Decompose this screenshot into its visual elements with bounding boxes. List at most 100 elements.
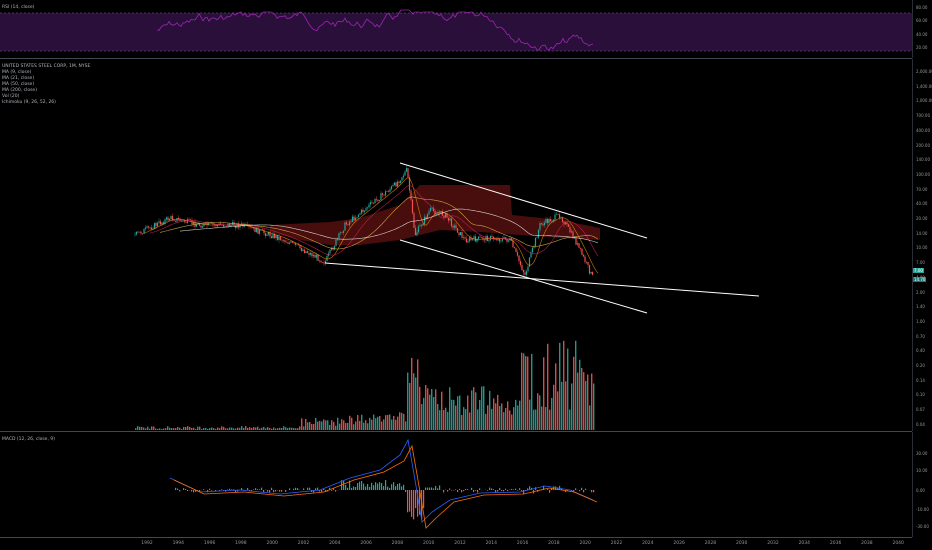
- volume-bar: [467, 395, 469, 430]
- rsi-price-axis[interactable]: 80.00 60.00 40.00 20.00: [912, 0, 932, 58]
- candle-body: [276, 235, 279, 240]
- candle-body: [218, 223, 220, 225]
- macd-histogram-bar: [233, 489, 235, 490]
- volume-bar: [463, 407, 465, 430]
- candle-body: [380, 193, 382, 201]
- candle-body: [381, 193, 384, 195]
- volume-bar: [365, 420, 367, 430]
- volume-bar: [179, 427, 181, 430]
- volume-bar: [431, 388, 433, 430]
- volume-bar: [359, 420, 361, 430]
- indicator-volume[interactable]: Vol (20): [2, 94, 20, 99]
- macd-histogram-bar: [365, 486, 367, 490]
- candle-body: [470, 237, 472, 240]
- candle-body: [222, 224, 225, 227]
- price-tick: 0.20: [916, 363, 925, 368]
- macd-price-axis[interactable]: 30.00 10.00 0.00 -10.00 -30.00: [912, 432, 932, 537]
- macd-tick: -30.00: [916, 524, 929, 529]
- candle-body: [174, 221, 177, 222]
- candle-body: [573, 237, 576, 239]
- macd-histogram-bar: [195, 490, 197, 492]
- time-axis[interactable]: 1992 1994 1996 1998 2000 2002 2004 2006 2008 2010…: [0, 538, 932, 550]
- volume-bar: [279, 427, 281, 430]
- candle-body: [270, 236, 273, 239]
- volume-bar: [427, 388, 429, 430]
- candle-body: [150, 227, 153, 230]
- candle-body: [279, 236, 282, 240]
- candle-body: [168, 218, 171, 221]
- candle-body: [539, 223, 541, 230]
- volume-bar: [303, 426, 305, 430]
- macd-histogram-bar: [519, 488, 521, 490]
- price-tick: 1.40: [916, 304, 925, 310]
- chart-canvas[interactable]: [0, 0, 912, 538]
- candle-body: [570, 231, 573, 233]
- macd-histogram-bar: [523, 490, 525, 495]
- candle-body: [146, 226, 148, 228]
- volume-bar: [419, 386, 421, 430]
- candle-body: [282, 240, 285, 241]
- candle-body: [357, 214, 360, 217]
- indicator-ma50[interactable]: MA (50, close): [2, 82, 35, 87]
- volume-bar: [241, 426, 243, 430]
- volume-bar: [177, 426, 179, 430]
- volume-bar: [229, 427, 231, 430]
- macd-histogram-bar: [369, 486, 371, 490]
- last-price-badge: 7.00: [913, 268, 924, 273]
- volume-bar: [449, 387, 451, 430]
- macd-histogram-bar: [507, 490, 509, 492]
- candle-body: [300, 248, 303, 251]
- candle-body: [333, 246, 336, 250]
- candle-body: [377, 199, 379, 202]
- volume-bar: [273, 427, 275, 430]
- indicator-ma21[interactable]: MA (21, close): [2, 76, 35, 81]
- volume-bar: [379, 415, 381, 430]
- volume-bar: [305, 418, 307, 430]
- macd-histogram-bar: [401, 486, 403, 490]
- macd-histogram-bar: [437, 488, 439, 490]
- candle-body: [288, 242, 291, 244]
- candle-body: [360, 209, 363, 214]
- time-tick: 2012: [454, 541, 466, 546]
- indicator-ichimoku[interactable]: Ichimoku (9, 26, 52, 26): [2, 100, 56, 105]
- volume-bar: [499, 405, 501, 430]
- volume-bar: [513, 407, 515, 430]
- symbol-title[interactable]: UNITED STATES STEEL CORP, 1M, NYSE: [2, 64, 91, 69]
- volume-bar: [239, 427, 241, 430]
- candle-body: [524, 272, 526, 275]
- macd-histogram-bar: [335, 490, 337, 492]
- indicator-ma9[interactable]: MA (9, close): [2, 70, 32, 75]
- candle-body: [365, 208, 367, 211]
- rsi-band: [0, 13, 912, 51]
- volume-bar: [481, 386, 483, 430]
- candle-body: [164, 219, 166, 224]
- volume-bar: [537, 393, 539, 430]
- volume-bar: [471, 390, 473, 430]
- volume-bar: [181, 428, 183, 430]
- candle-body: [329, 249, 331, 254]
- main-price-axis[interactable]: 2,000.00 1,400.00 1,000.00 700.00 400.00 200.…: [912, 59, 932, 431]
- candle-body: [407, 168, 409, 178]
- macd-histogram-bar: [313, 490, 315, 493]
- volume-bar: [321, 421, 323, 430]
- candle-body: [452, 225, 454, 228]
- macd-histogram-bar: [289, 488, 291, 490]
- candle-body: [428, 211, 430, 214]
- candle-body: [387, 191, 390, 192]
- volume-bar: [143, 427, 145, 430]
- macd-histogram-bar: [433, 488, 435, 490]
- candle-body: [338, 233, 340, 239]
- volume-bar: [317, 421, 319, 430]
- macd-histogram-bar: [411, 490, 413, 517]
- main-price-pane[interactable]: UNITED STATES STEEL CORP, 1M, NYSE MA (9…: [0, 59, 912, 432]
- volume-bar: [211, 427, 213, 430]
- volume-bar: [401, 412, 403, 430]
- candle-body: [165, 217, 168, 220]
- macd-histogram-bar: [297, 488, 299, 490]
- candle-body: [522, 269, 525, 273]
- candle-body: [216, 224, 219, 227]
- indicator-ma200[interactable]: MA (200, close): [2, 88, 37, 93]
- price-tick: 7.00: [916, 260, 925, 266]
- volume-bar: [489, 390, 491, 430]
- macd-histogram-bar: [521, 490, 523, 491]
